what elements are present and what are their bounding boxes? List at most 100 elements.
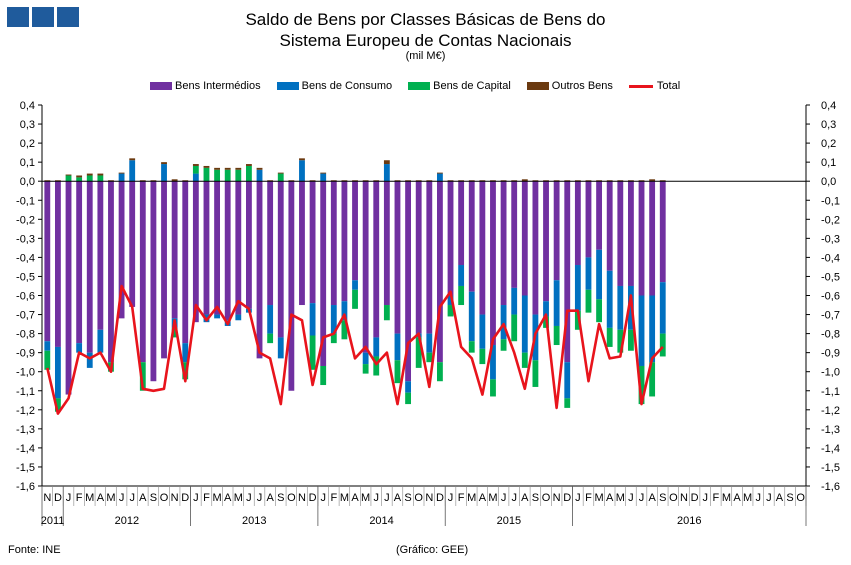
bar-outros-bens <box>277 172 284 174</box>
bar-bens-interm-dios <box>150 181 157 382</box>
bar-bens-interm-dios <box>341 181 348 302</box>
legend-item-total: Total <box>628 80 680 92</box>
y-tick-label: -1,5 <box>16 462 35 474</box>
month-label: O <box>542 492 551 504</box>
bar-bens-de-capital <box>76 177 83 182</box>
bar-bens-de-capital <box>203 167 210 182</box>
month-label: N <box>425 492 433 504</box>
bar-bens-de-capital <box>330 333 337 344</box>
bar-bens-de-consumo <box>511 287 518 315</box>
bar-bens-de-consumo <box>521 295 528 353</box>
month-label: N <box>171 492 179 504</box>
y-tick-label: -0,2 <box>16 214 35 226</box>
month-label: O <box>287 492 296 504</box>
bar-bens-de-consumo <box>256 169 263 182</box>
month-label: J <box>511 492 517 504</box>
month-label: M <box>85 492 94 504</box>
y-tick-label: -1,1 <box>821 386 840 398</box>
bar-bens-interm-dios <box>299 181 305 306</box>
logo-square <box>7 7 29 27</box>
bar-bens-de-capital <box>245 165 252 182</box>
y-tick-label: -0,3 <box>821 233 840 245</box>
bar-bens-de-consumo <box>405 381 412 393</box>
month-label: A <box>224 492 232 504</box>
month-label: J <box>448 492 454 504</box>
month-label: F <box>203 492 210 504</box>
bar-bens-interm-dios <box>606 181 613 271</box>
legend-item-capital: Bens de Capital <box>408 80 511 92</box>
month-label: S <box>150 492 157 504</box>
y-tick-label: 0,2 <box>20 138 35 150</box>
bar-bens-interm-dios <box>245 181 252 309</box>
bar-bens-interm-dios <box>521 181 528 296</box>
bar-bens-de-consumo <box>214 314 221 319</box>
legend-item-consumo: Bens de Consumo <box>276 80 393 92</box>
month-label: A <box>776 492 784 504</box>
month-label: A <box>266 492 274 504</box>
bar-bens-interm-dios <box>479 181 486 315</box>
bar-outros-bens <box>436 172 443 174</box>
legend-swatch <box>526 82 549 90</box>
bar-bens-interm-dios <box>373 181 380 338</box>
bar-bens-de-consumo <box>118 173 125 182</box>
bar-bens-de-capital <box>97 175 104 182</box>
month-label: J <box>129 492 135 504</box>
y-tick-label: -0,6 <box>16 291 35 303</box>
year-label: 2013 <box>242 515 266 527</box>
bar-bens-de-capital <box>649 362 656 397</box>
bar-bens-de-capital <box>277 173 284 182</box>
bar-bens-interm-dios <box>256 181 263 359</box>
bar-outros-bens <box>235 167 242 170</box>
bar-bens-interm-dios <box>553 181 560 281</box>
month-label: M <box>743 492 752 504</box>
month-label: A <box>606 492 614 504</box>
month-label: N <box>298 492 306 504</box>
bar-bens-de-capital <box>86 175 93 182</box>
bar-bens-de-consumo <box>543 301 549 317</box>
month-label: J <box>246 492 252 504</box>
month-label: J <box>639 492 645 504</box>
bar-bens-interm-dios <box>182 181 189 344</box>
bar-bens-de-capital <box>659 333 666 357</box>
legend-swatch <box>150 82 172 90</box>
bar-bens-interm-dios <box>617 181 624 286</box>
bar-bens-de-capital <box>320 365 327 386</box>
bar-bens-interm-dios <box>436 181 443 363</box>
year-label: 2012 <box>115 515 139 527</box>
bar-bens-de-consumo <box>468 291 475 342</box>
bar-bens-interm-dios <box>564 181 571 363</box>
bar-bens-interm-dios <box>574 181 581 266</box>
bar-bens-de-capital <box>436 362 443 382</box>
month-label: F <box>330 492 337 504</box>
bar-bens-de-consumo <box>44 341 51 351</box>
month-label: J <box>193 492 199 504</box>
y-tick-label: -1,6 <box>16 481 35 493</box>
bar-bens-de-consumo <box>447 295 454 306</box>
month-label: O <box>414 492 423 504</box>
bar-bens-interm-dios <box>118 181 125 319</box>
y-tick-label: -1,6 <box>821 481 840 493</box>
y-tick-label: -0,5 <box>821 271 840 283</box>
y-tick-label: -0,3 <box>16 233 35 245</box>
bar-bens-interm-dios <box>224 181 231 321</box>
bar-bens-interm-dios <box>394 181 401 334</box>
legend-label: Bens de Consumo <box>301 80 393 92</box>
bar-bens-de-capital <box>341 320 348 340</box>
bar-bens-interm-dios <box>44 181 51 342</box>
bar-bens-de-consumo <box>330 305 337 334</box>
bar-bens-de-consumo <box>362 352 369 365</box>
bar-outros-bens <box>86 173 93 176</box>
bar-bens-de-consumo <box>606 270 613 328</box>
bar-bens-interm-dios <box>415 181 422 334</box>
month-label: J <box>575 492 581 504</box>
bar-bens-interm-dios <box>426 181 433 334</box>
legend-item-outros: Outros Bens <box>526 80 613 92</box>
bar-bens-interm-dios <box>86 181 93 353</box>
bar-bens-de-capital <box>426 352 433 363</box>
y-tick-label: -1,4 <box>821 443 840 455</box>
bar-outros-bens <box>65 174 72 176</box>
y-tick-label: -0,7 <box>16 310 35 322</box>
bar-bens-de-consumo <box>54 346 61 399</box>
bar-bens-de-consumo <box>267 305 274 334</box>
bar-bens-de-consumo <box>97 329 104 353</box>
